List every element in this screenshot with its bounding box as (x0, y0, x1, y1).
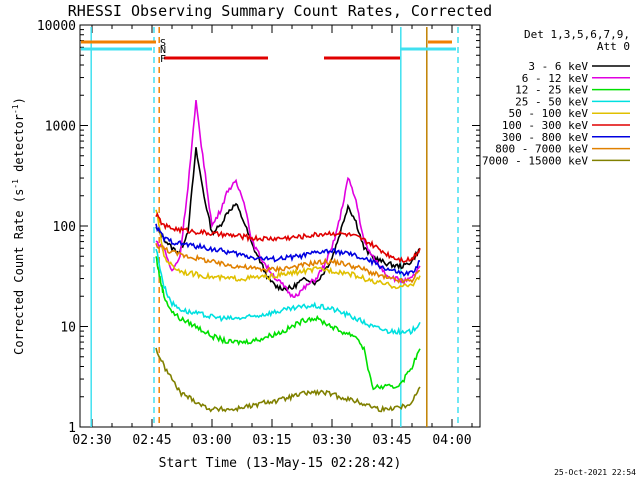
plot-frame (79, 24, 481, 428)
series-line-6-12keV (155, 100, 421, 299)
y-axis-ticks: 1 10 100 1000 10000 (37, 19, 480, 436)
series-line-300-800keV (155, 223, 421, 277)
legend-label: 25 - 50 keV (515, 95, 588, 108)
flag-label-S: S (160, 38, 166, 49)
legend-label: 800 - 7000 keV (495, 143, 588, 156)
series-line-12-25keV (155, 256, 421, 391)
legend-label: 6 - 12 keV (522, 72, 589, 85)
series-line-7000-15000keV (155, 347, 421, 413)
generation-timestamp: 25-Oct-2021 22:54 (554, 468, 636, 477)
legend-label: 12 - 25 keV (515, 84, 588, 97)
x-tick-label: 02:45 (132, 433, 171, 448)
vertical-markers (90, 27, 459, 427)
x-tick-label: 02:30 (72, 433, 111, 448)
legend-label: 7000 - 15000 keV (482, 154, 588, 167)
legend-header-line-1: Det 1,3,5,6,7,9, (524, 28, 630, 41)
y-tick-label: 10 (60, 321, 76, 336)
x-tick-label: 03:00 (192, 433, 231, 448)
legend-label: 3 - 6 keV (528, 60, 588, 73)
flag-label-N: N (160, 45, 166, 56)
y-axis-label: Corrected Count Rate (s-1 detector-1) (11, 97, 26, 355)
series-line-50-100keV (155, 209, 421, 290)
legend-header-line-2: Att 0 (597, 40, 630, 53)
chart-title: RHESSI Observing Summary Count Rates, Co… (68, 2, 492, 20)
series-line-25-50keV (155, 248, 421, 336)
series-line-800-7000keV (155, 243, 421, 284)
x-axis-label: Start Time (13-May-15 02:28:42) (159, 456, 402, 471)
series-lines (155, 100, 421, 413)
series-line-100-300keV (155, 212, 421, 264)
x-tick-label: 03:15 (252, 433, 291, 448)
x-axis-ticks: 02:30 02:45 03:00 03:15 03:30 03:45 04:00 (72, 25, 473, 448)
y-tick-label: 10000 (37, 19, 76, 34)
flag-label-F: F (160, 54, 166, 65)
x-tick-label: 04:00 (432, 433, 471, 448)
y-tick-label: 1000 (45, 120, 76, 135)
x-tick-label: 03:45 (372, 433, 411, 448)
x-tick-label: 03:30 (312, 433, 351, 448)
legend-label: 50 - 100 keV (509, 107, 589, 120)
y-tick-label: 1 (68, 421, 76, 436)
y-tick-label: 100 (53, 220, 76, 235)
legend-label: 300 - 800 keV (502, 131, 588, 144)
flag-bars: SNF (81, 38, 456, 65)
legend-label: 100 - 300 keV (502, 119, 588, 132)
